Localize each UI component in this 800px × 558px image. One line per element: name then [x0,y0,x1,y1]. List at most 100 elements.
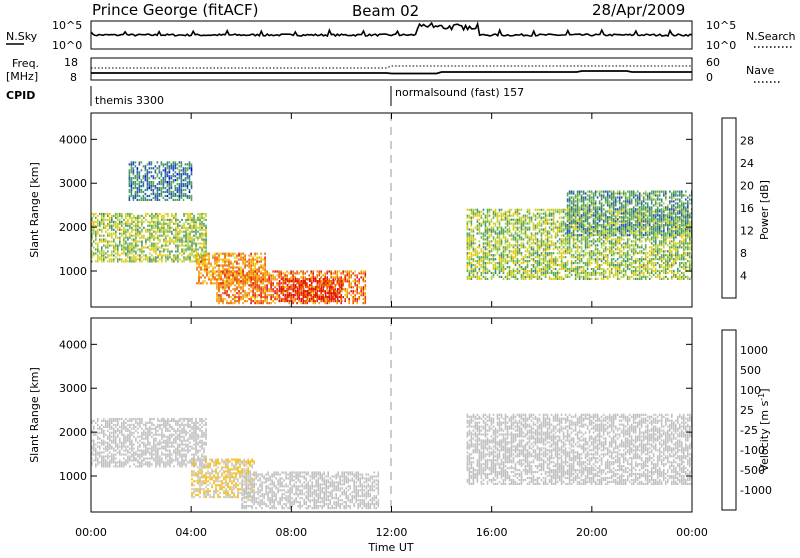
power-cell [643,276,645,278]
power-cell [497,246,499,248]
power-cell [306,302,308,304]
power-cell [171,215,173,217]
power-cell [181,173,183,175]
power-cell [535,215,537,217]
power-cell [601,252,603,254]
power-cell [161,258,163,260]
power-cell [165,199,167,201]
power-cell [212,272,214,274]
power-cell [313,298,315,300]
power-cell [117,219,119,221]
power-cell [471,221,473,223]
power-cell [131,231,133,233]
power-cell [185,221,187,223]
power-cell [127,246,129,248]
power-cell [222,264,224,266]
power-cell [473,240,475,242]
power-cell [163,221,165,223]
power-cell [204,280,206,282]
power-cell [579,252,581,254]
power-cell [244,261,246,263]
power-cell [103,215,105,217]
power-cell [93,225,95,227]
power-cell [471,230,473,232]
power-cell [171,183,173,185]
power-cell [489,252,491,254]
power-cell [254,296,256,298]
power-cell [137,231,139,233]
power-cell [179,233,181,235]
power-cell [649,272,651,274]
power-cell [521,223,523,225]
power-cell [527,250,529,252]
power-cell [135,239,137,241]
power-cell [103,250,105,252]
power-cell [199,225,201,227]
power-cell [222,253,224,255]
power-cell [517,250,519,252]
power-cell [139,256,141,258]
power-cell [240,282,242,284]
power-cell [505,217,507,219]
power-cell [250,298,252,300]
power-cell [187,245,189,247]
power-cell [262,266,264,268]
power-cell [477,272,479,274]
power-cell [216,280,218,282]
power-cell [99,229,101,231]
power-cell [151,254,153,256]
power-cell [501,215,503,217]
power-cell [224,290,226,292]
power-cell [557,252,559,254]
power-cell [503,270,505,272]
power-cell [583,266,585,268]
power-cell [497,234,499,236]
power-cell [655,258,657,260]
power-cell [107,235,109,237]
power-cell [517,240,519,242]
power-cell [543,254,545,256]
power-cell [625,246,627,248]
power-cell [613,262,615,264]
power-cell [236,286,238,288]
power-cell [135,246,137,248]
power-cell [115,215,117,217]
power-cell [135,195,137,197]
power-cell [228,286,230,288]
power-cell [519,217,521,219]
power-cell [318,270,320,272]
power-cell [563,278,565,280]
power-cell [193,239,195,241]
noise-right-label: N.Search [746,30,796,43]
power-cell [244,257,246,259]
power-cell [477,215,479,217]
power-cell [105,256,107,258]
power-cell [169,193,171,195]
power-cell [287,284,289,286]
power-cell [515,223,517,225]
power-cell [254,278,256,280]
power-cell [115,256,117,258]
power-cell [246,274,248,276]
power-cell [212,278,214,280]
power-cell [224,284,226,286]
power-cell [537,264,539,266]
power-cell [97,225,99,227]
power-cell [181,195,183,197]
power-cell [155,233,157,235]
power-cell [601,244,603,246]
power-cell [633,270,635,272]
power-cell [611,238,613,240]
power-cell [471,270,473,272]
power-cell [625,266,627,268]
power-cell [601,254,603,256]
power-cell [356,274,358,276]
power-cell [163,231,165,233]
power-cell [185,245,187,247]
power-cell [521,268,523,270]
power-cell [354,270,356,272]
power-cell [543,217,545,219]
power-cell [145,239,147,241]
power-cell [617,230,619,232]
power-cell [279,300,281,302]
